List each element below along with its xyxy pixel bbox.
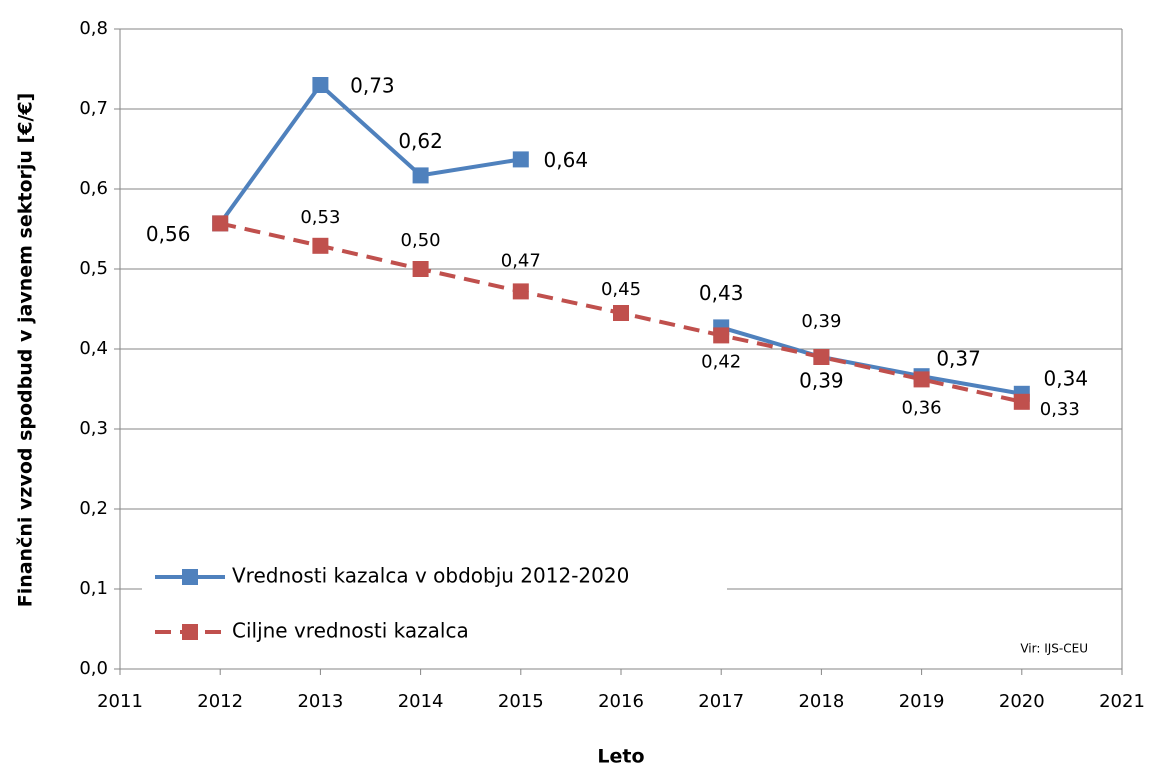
data-label: 0,36 xyxy=(902,397,942,418)
legend-background xyxy=(142,553,727,658)
marker xyxy=(613,305,629,321)
data-label: 0,56 xyxy=(146,222,191,246)
x-tick-label: 2018 xyxy=(798,691,844,712)
x-tick-label: 2017 xyxy=(698,691,744,712)
annotation: Vir: IJS-CEU xyxy=(1020,642,1088,656)
legend-label: Vrednosti kazalca v obdobju 2012-2020 xyxy=(232,564,629,588)
data-label: 0,64 xyxy=(544,148,589,172)
data-label: 0,45 xyxy=(601,279,641,300)
data-label: 0,33 xyxy=(1040,399,1080,420)
legend-marker xyxy=(182,569,198,585)
marker xyxy=(813,349,830,365)
y-tick-label: 0,5 xyxy=(79,258,108,279)
data-label: 0,34 xyxy=(1044,366,1089,390)
y-tick-label: 0,2 xyxy=(79,498,108,519)
data-label: 0,39 xyxy=(799,369,844,393)
data-label: 0,62 xyxy=(398,129,443,153)
x-tick-label: 2020 xyxy=(999,691,1045,712)
x-tick-label: 2012 xyxy=(197,691,243,712)
x-tick-label: 2013 xyxy=(297,691,343,712)
series-line xyxy=(218,82,522,225)
data-label: 0,73 xyxy=(350,74,395,98)
x-tick-label: 2011 xyxy=(97,691,143,712)
marker xyxy=(512,151,529,168)
x-axis-label: Leto xyxy=(597,746,644,767)
x-tick-label: 2015 xyxy=(498,691,544,712)
x-tick-label: 2019 xyxy=(899,691,945,712)
marker xyxy=(412,167,429,184)
y-axis-label: Finančni vzvod spodbud v javnem sektorju… xyxy=(15,93,37,608)
data-label: 0,42 xyxy=(701,351,741,372)
data-label: 0,43 xyxy=(699,281,744,305)
data-label: 0,50 xyxy=(401,230,441,251)
y-tick-label: 0,3 xyxy=(79,418,108,439)
y-tick-label: 0,1 xyxy=(79,578,108,599)
x-tick-label: 2021 xyxy=(1099,691,1145,712)
y-tick-label: 0,4 xyxy=(79,338,108,359)
x-tick-label: 2016 xyxy=(598,691,644,712)
marker xyxy=(1013,393,1030,410)
data-label: 0,47 xyxy=(501,250,541,271)
marker xyxy=(212,215,229,232)
legend-label: Ciljne vrednosti kazalca xyxy=(232,619,469,643)
legend-marker xyxy=(182,624,198,640)
y-tick-label: 0,0 xyxy=(79,658,108,679)
marker xyxy=(312,77,329,93)
series-line xyxy=(720,325,1023,396)
marker xyxy=(412,261,429,277)
y-tick-label: 0,8 xyxy=(79,18,108,39)
y-tick-label: 0,6 xyxy=(79,178,108,199)
data-label: 0,53 xyxy=(300,207,340,228)
y-tick-label: 0,7 xyxy=(79,98,108,119)
marker xyxy=(512,283,529,300)
data-label: 0,37 xyxy=(936,347,981,371)
data-label: 0,39 xyxy=(801,311,841,332)
marker xyxy=(312,237,329,254)
marker xyxy=(913,371,930,388)
x-tick-label: 2014 xyxy=(398,691,444,712)
marker xyxy=(713,327,730,344)
